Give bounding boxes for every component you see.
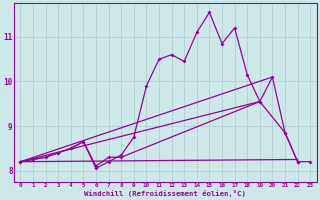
X-axis label: Windchill (Refroidissement éolien,°C): Windchill (Refroidissement éolien,°C) — [84, 190, 246, 197]
